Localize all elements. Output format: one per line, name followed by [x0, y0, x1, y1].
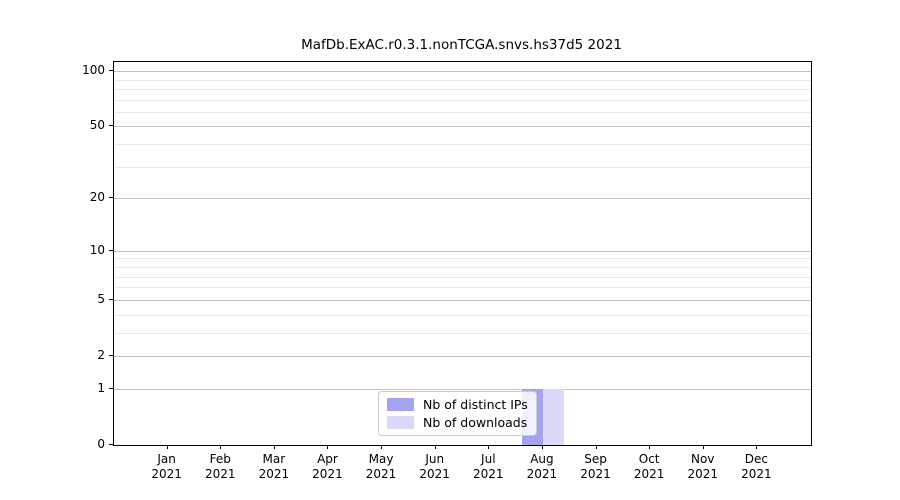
- x-axis-tick-label: Dec 2021: [741, 452, 772, 481]
- y-axis-tick-label: 1: [97, 380, 105, 395]
- minor-gridline: [114, 332, 811, 334]
- legend-entry-downloads: Nb of downloads: [387, 415, 528, 430]
- legend-label-distinct-ips: Nb of distinct IPs: [423, 397, 528, 412]
- x-axis-tick: [273, 445, 275, 449]
- x-axis-tick: [327, 445, 329, 449]
- x-axis-tick: [702, 445, 704, 449]
- y-axis-tick-label: 20: [89, 190, 105, 205]
- y-axis-tick-label: 5: [97, 291, 105, 306]
- x-axis-tick: [220, 445, 222, 449]
- minor-gridline: [114, 99, 811, 101]
- x-axis-tick: [166, 445, 168, 449]
- bar-nb-of-downloads-aug: [542, 388, 564, 445]
- minor-gridline: [114, 287, 811, 289]
- legend-swatch-distinct-ips: [387, 398, 414, 411]
- chart-title: MafDb.ExAC.r0.3.1.nonTCGA.snvs.hs37d5 20…: [301, 37, 622, 53]
- legend-entry-distinct-ips: Nb of distinct IPs: [387, 397, 528, 412]
- y-axis-tick: [109, 444, 113, 445]
- minor-gridline: [114, 276, 811, 278]
- x-axis-tick-label: Jul 2021: [473, 452, 504, 481]
- y-axis-tick-label: 100: [82, 63, 105, 78]
- y-axis-tick: [109, 298, 113, 300]
- minor-gridline: [114, 266, 811, 268]
- x-axis-tick-label: Jun 2021: [419, 452, 450, 481]
- x-axis-tick-label: Feb 2021: [204, 452, 236, 481]
- y-axis-tick-label: 50: [89, 118, 105, 133]
- x-axis-tick: [541, 445, 543, 449]
- x-axis-tick: [381, 445, 383, 449]
- x-axis-tick: [434, 445, 436, 449]
- y-axis-tick: [109, 249, 113, 251]
- minor-gridline: [114, 144, 811, 146]
- legend-label-downloads: Nb of downloads: [423, 415, 528, 430]
- minor-gridline: [114, 111, 811, 113]
- y-axis-tick: [109, 197, 113, 199]
- x-axis-tick: [488, 445, 490, 449]
- x-axis-tick-label: May 2021: [365, 452, 397, 481]
- minor-gridline: [114, 166, 811, 168]
- x-axis-tick-label: Jan 2021: [151, 452, 182, 481]
- minor-gridline: [114, 314, 811, 316]
- y-axis-tick: [109, 125, 113, 127]
- y-axis-tick: [109, 70, 113, 72]
- x-axis-tick: [595, 445, 597, 449]
- legend-swatch-downloads: [387, 416, 414, 429]
- x-axis-tick-label: Mar 2021: [258, 452, 290, 481]
- minor-gridline: [114, 79, 811, 81]
- major-gridline: [114, 198, 811, 200]
- major-gridline: [114, 126, 811, 128]
- major-gridline: [114, 299, 811, 301]
- major-gridline: [114, 71, 811, 73]
- y-axis-tick-label: 10: [89, 242, 105, 257]
- legend: Nb of distinct IPs Nb of downloads: [378, 391, 537, 436]
- x-axis-tick-label: Aug 2021: [526, 452, 558, 481]
- x-axis-tick: [649, 445, 651, 449]
- x-axis-tick-label: Sep 2021: [580, 452, 611, 481]
- minor-gridline: [114, 258, 811, 260]
- x-axis-tick: [756, 445, 758, 449]
- major-gridline: [114, 388, 811, 390]
- major-gridline: [114, 250, 811, 252]
- plot-area: [113, 61, 812, 446]
- minor-gridline: [114, 88, 811, 90]
- major-gridline: [114, 355, 811, 357]
- x-axis-tick-label: Apr 2021: [312, 452, 343, 481]
- y-axis-tick: [109, 387, 113, 389]
- y-axis-tick: [109, 354, 113, 356]
- y-axis-tick-label: 2: [97, 347, 105, 362]
- y-axis-tick-label: 0: [97, 437, 105, 451]
- x-axis-tick-label: Oct 2021: [633, 452, 665, 481]
- x-axis-tick-label: Nov 2021: [687, 452, 719, 481]
